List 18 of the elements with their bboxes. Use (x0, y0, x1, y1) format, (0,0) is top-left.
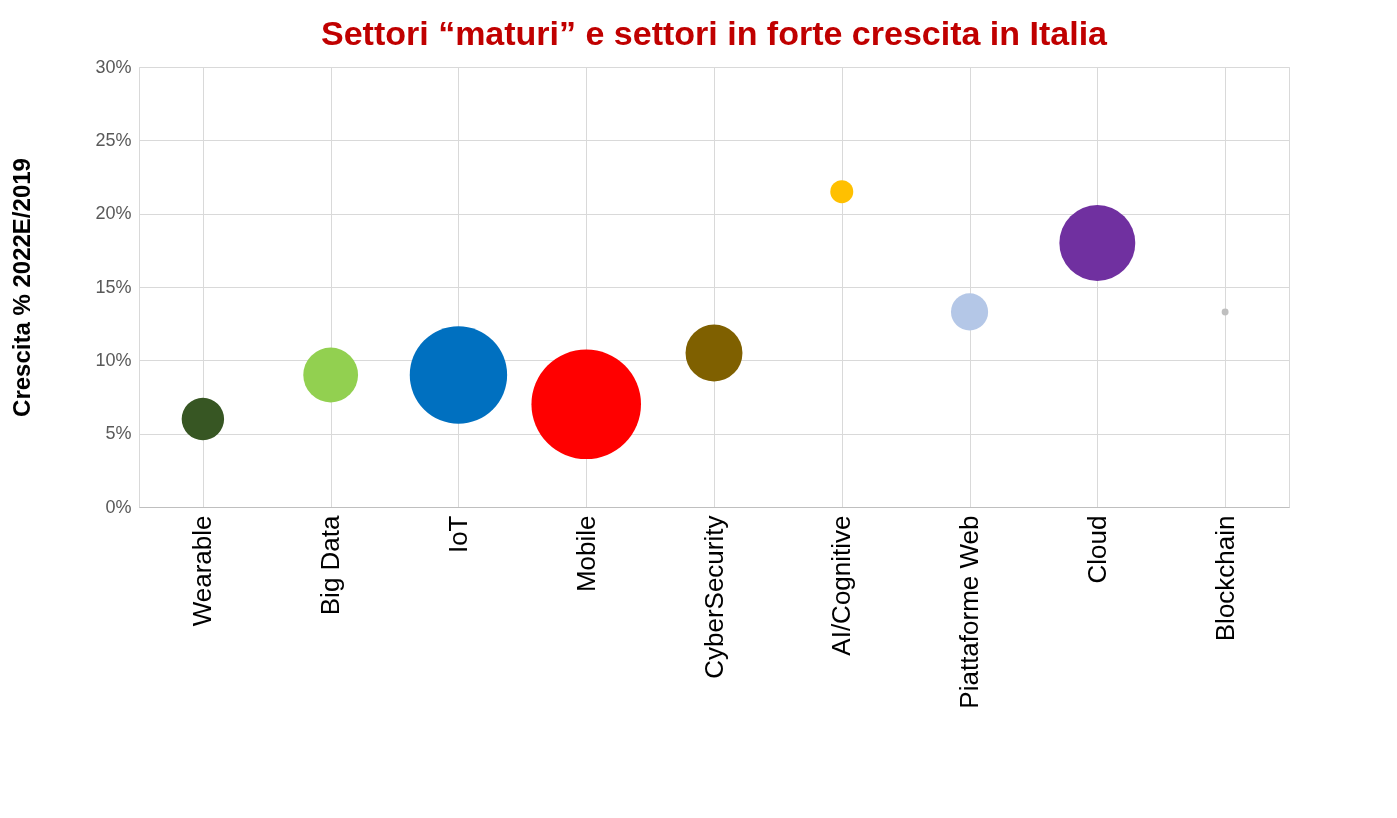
x-tick-label: Cloud (1081, 515, 1112, 584)
x-tick-label: Blockchain (1209, 515, 1240, 642)
x-tick-label: CyberSecurity (698, 515, 729, 679)
x-tick-label: Piattaforme Web (954, 515, 985, 709)
y-axis-title: Crescita % 2022E/2019 (8, 158, 36, 417)
y-tick-label: 0% (105, 496, 132, 517)
x-tick-label: Wearable (187, 515, 218, 627)
y-tick-label: 25% (95, 129, 132, 150)
x-tick-label: Big Data (315, 514, 346, 616)
x-tick-label: AI/Cognitive (826, 515, 857, 656)
y-tick-label: 10% (95, 349, 132, 370)
chart-title: Settori “maturi” e settori in forte crescita in Italia (321, 14, 1109, 52)
y-tick-label: 15% (95, 276, 132, 297)
y-tick-label: 20% (95, 203, 132, 224)
y-tick-label: 30% (95, 56, 132, 77)
y-tick-label: 5% (105, 423, 132, 444)
x-tick-label: IoT (442, 515, 473, 554)
x-tick-label: Mobile (570, 515, 601, 593)
